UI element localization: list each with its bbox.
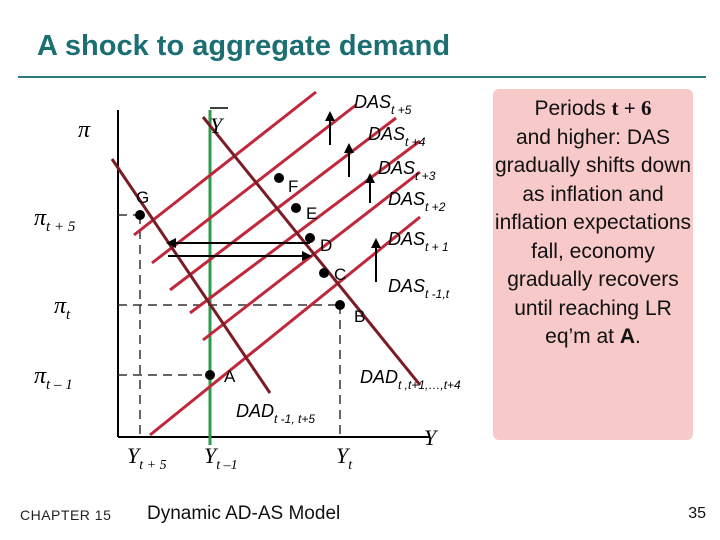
point-e: [291, 203, 301, 213]
das-label-t4: DASt +4: [368, 124, 426, 149]
explanation-point-a: A: [619, 325, 636, 348]
point-f: [274, 173, 284, 183]
das-curve-t4: [151, 103, 357, 265]
y-tick-pi-t5: πt + 5: [34, 205, 76, 235]
explanation-body: and higher: DAS gradually shifts down as…: [494, 125, 692, 349]
point-a: [205, 370, 215, 380]
das-label-t3: DASt +3: [378, 158, 436, 183]
explanation-text: Periods t + 6 and higher: DAS gradually s…: [493, 94, 693, 352]
page-number: 35: [688, 505, 706, 522]
point-label-f: F: [288, 177, 298, 196]
point-label-c: C: [334, 265, 346, 284]
explanation-end: .: [635, 325, 641, 348]
y-axis-label: π: [78, 117, 91, 143]
das-curve-t5: [133, 90, 317, 237]
y-tick-pi-t1: πt – 1: [34, 363, 73, 393]
point-label-a: A: [224, 367, 236, 386]
das-curve-t2: [189, 139, 421, 315]
lr-output-label: Y: [210, 113, 225, 138]
das-label-t2: DASt +2: [388, 189, 446, 214]
point-c: [319, 268, 329, 278]
das-label-t5: DASt +5: [354, 92, 412, 117]
title-rule: [18, 76, 706, 78]
point-b: [335, 300, 345, 310]
slide-title: A shock to aggregate demand: [37, 30, 451, 62]
point-label-e: E: [306, 204, 317, 223]
y-tick-pi-t: πt: [54, 293, 71, 323]
point-label-g: G: [136, 188, 149, 207]
x-tick-y-t5: Yt + 5: [127, 443, 167, 473]
x-tick-y-t1: Yt –1: [204, 443, 238, 473]
dad-curve-t-1-t5: [110, 158, 272, 394]
footer-title: Dynamic AD-AS Model: [147, 503, 341, 524]
explanation-box: [493, 89, 693, 440]
point-label-b: B: [354, 307, 365, 326]
point-label-d: D: [320, 236, 332, 255]
point-d: [305, 233, 315, 243]
das-curve-t-1-t: [149, 215, 421, 437]
das-label-t1: DASt + 1: [388, 229, 449, 254]
dad-label-t-1-t5: DADt -1, t+5: [236, 401, 315, 426]
dad-label-t-to-t4: DADt ,t+1,…,t+4: [360, 367, 461, 392]
explanation-line1: Periods: [534, 97, 612, 120]
footer-chapter: CHAPTER 15: [20, 507, 112, 523]
point-g: [135, 210, 145, 220]
reference-lines: [118, 214, 341, 437]
x-tick-y-t: Yt: [336, 443, 353, 473]
das-curve-t3: [169, 116, 397, 292]
x-axis-label: Y: [424, 425, 439, 450]
das-label-t-1-t: DASt -1,t: [388, 276, 450, 301]
explanation-period: t + 6: [611, 96, 652, 120]
